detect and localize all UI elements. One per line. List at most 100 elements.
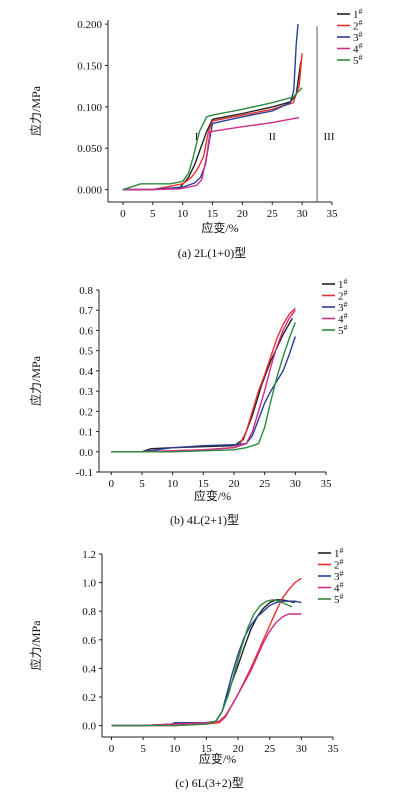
legend-superscript: # <box>344 289 348 298</box>
legend-number: 3 <box>334 571 340 583</box>
legend-entry: 1# <box>334 546 344 560</box>
x-tick-label: 20 <box>233 743 245 755</box>
x-tick-label: 35 <box>327 208 339 220</box>
legend-number: 2 <box>338 291 344 303</box>
legend-entry: 3# <box>353 30 363 44</box>
legend-superscript: # <box>340 558 344 567</box>
chart-panel-1: 0 5 10 15 20 25 30 35 0.000 0.050 0.100 0.150 0.200 应… <box>28 7 363 260</box>
legend-superscript: # <box>340 546 344 555</box>
series-line-4 <box>111 613 302 727</box>
x-tick-label: 5 <box>140 743 146 755</box>
series-line-2 <box>122 53 303 191</box>
y-tick-label: 0.6 <box>79 325 93 337</box>
x-tick-label: 0 <box>109 478 115 490</box>
legend-entry: 5# <box>334 592 344 606</box>
x-tick-label: 30 <box>290 478 302 490</box>
region-label: I <box>195 131 199 143</box>
legend-superscript: # <box>344 277 348 286</box>
legend-entry: 4# <box>338 312 348 326</box>
legend-superscript: # <box>359 30 363 39</box>
legend-superscript: # <box>344 323 348 332</box>
series-line-5 <box>122 87 303 191</box>
legend-entry: 1# <box>353 7 363 21</box>
legend-superscript: # <box>340 592 344 601</box>
y-tick-label: 0.4 <box>79 366 93 378</box>
y-tick-label: 1.2 <box>82 549 96 561</box>
legend-superscript: # <box>344 312 348 321</box>
series-line-1 <box>111 599 296 727</box>
legend-entry: 3# <box>334 569 344 583</box>
legend-number: 4 <box>334 583 340 595</box>
y-tick-label: 0.6 <box>82 635 96 647</box>
legend-number: 1 <box>338 279 344 291</box>
y-tick-label: 0.8 <box>82 606 96 618</box>
y-tick-label: 0.2 <box>79 406 93 418</box>
x-tick-label: 15 <box>201 743 213 755</box>
x-tick-label: 25 <box>267 208 279 220</box>
x-tick-label: 10 <box>177 208 189 220</box>
region-label: III <box>324 131 335 143</box>
chart-caption: (c) 6L(3+2)型 <box>175 776 243 790</box>
legend-number: 5 <box>338 325 344 337</box>
legend-number: 3 <box>353 32 359 44</box>
x-tick-label: 25 <box>259 478 271 490</box>
x-axis-label: 应变/% <box>194 488 231 503</box>
x-tick-label: 0 <box>120 208 126 220</box>
series-line-3 <box>111 336 296 453</box>
x-tick-label: 35 <box>321 478 333 490</box>
x-tick-label: 20 <box>228 478 240 490</box>
y-axis-label: 应力/MPa <box>28 85 43 136</box>
x-tick-label: 35 <box>328 743 340 755</box>
x-tick-label: 30 <box>297 208 309 220</box>
legend-entry: 2# <box>353 19 363 33</box>
y-tick-label: 1.0 <box>82 578 96 590</box>
legend-superscript: # <box>344 300 348 309</box>
x-axis-label: 应变/% <box>201 220 238 235</box>
legend-number: 1 <box>353 9 359 21</box>
y-tick-label: 0.100 <box>77 102 102 114</box>
legend-superscript: # <box>359 42 363 51</box>
x-tick-label: 25 <box>264 743 276 755</box>
y-tick-label: 0.000 <box>77 185 102 197</box>
y-tick-label: 0.7 <box>79 305 93 317</box>
legend-entry: 2# <box>338 289 348 303</box>
legend-number: 4 <box>353 44 359 56</box>
legend-entry: 3# <box>338 300 348 314</box>
y-tick-label: 0.2 <box>82 692 96 704</box>
y-tick-label: 0.0 <box>82 721 96 733</box>
legend-entry: 1# <box>338 277 348 291</box>
series-line-4 <box>122 116 300 191</box>
legend-entry: 5# <box>338 323 348 337</box>
chart-caption: (b) 4L(2+1)型 <box>170 513 239 527</box>
y-tick-label: 0.0 <box>79 447 93 459</box>
y-tick-label: 0.8 <box>79 285 93 297</box>
legend-superscript: # <box>359 19 363 28</box>
y-tick-label: 0.1 <box>79 427 93 439</box>
legend-superscript: # <box>359 7 363 16</box>
x-tick-label: 5 <box>150 208 156 220</box>
x-tick-label: 20 <box>237 208 249 220</box>
x-axis-label: 应变/% <box>199 751 236 766</box>
y-tick-label: -0.1 <box>76 467 93 479</box>
y-tick-label: 0.150 <box>77 61 102 73</box>
y-tick-label: 0.050 <box>77 143 102 155</box>
legend-entry: 5# <box>353 53 363 67</box>
series-line-5 <box>111 322 296 453</box>
legend-number: 1 <box>334 548 340 560</box>
series-line-5 <box>111 599 293 727</box>
chart-panel-2: 0 5 10 15 20 25 30 35-0.10.00.10.20.30.40.50.60… <box>28 277 348 527</box>
x-tick-label: 15 <box>207 208 219 220</box>
legend-number: 5 <box>334 594 340 606</box>
legend-superscript: # <box>340 569 344 578</box>
legend-superscript: # <box>340 581 344 590</box>
y-tick-label: 0.200 <box>77 19 102 31</box>
y-tick-label: 0.4 <box>82 663 96 675</box>
legend-superscript: # <box>359 53 363 62</box>
legend-number: 2 <box>353 21 359 33</box>
legend-entry: 4# <box>334 581 344 595</box>
x-tick-label: 0 <box>109 743 115 755</box>
legend-entry: 4# <box>353 42 363 56</box>
chart-caption: (a) 2L(1+0)型 <box>178 246 246 260</box>
series-line-1 <box>111 317 293 453</box>
x-tick-label: 10 <box>167 478 179 490</box>
